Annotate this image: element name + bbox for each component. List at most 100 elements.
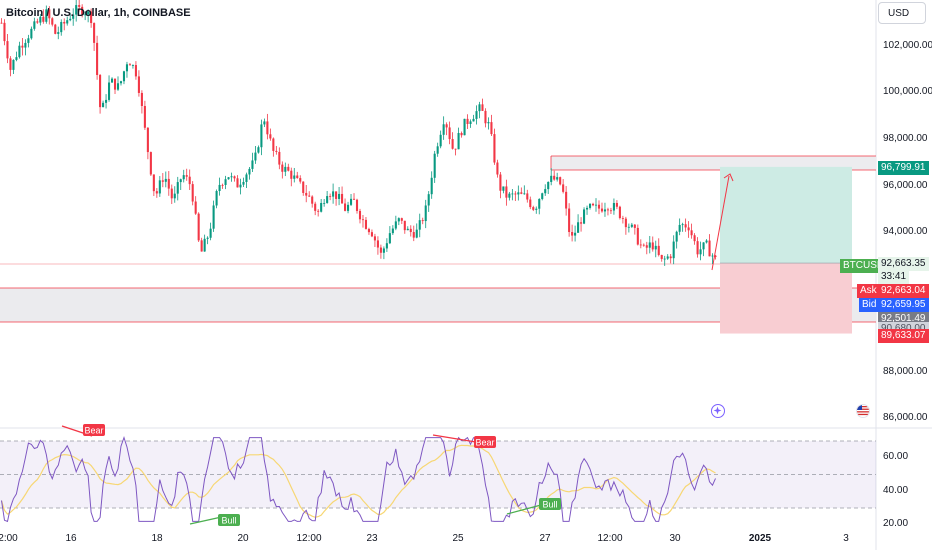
time-tick-label: 20: [237, 533, 249, 544]
price-tick-label: 88,000.00: [883, 366, 928, 377]
candle-body: [81, 6, 84, 15]
candle-body: [484, 110, 487, 124]
candle-body: [499, 174, 502, 191]
candle-body: [642, 244, 645, 246]
candle-body: [3, 22, 6, 42]
candle-body: [508, 193, 511, 198]
candle-body: [454, 148, 457, 150]
candle-body: [583, 209, 586, 224]
candle-body: [367, 228, 371, 233]
candle-body: [520, 192, 523, 194]
candle-body: [568, 208, 571, 233]
candle-body: [125, 64, 129, 72]
time-tick-label: 2025: [748, 533, 772, 544]
candle-body: [358, 210, 362, 220]
time-tick-label: 12:00: [296, 533, 322, 544]
candle-body: [317, 210, 320, 212]
candle-body: [18, 45, 21, 58]
candle-body: [532, 207, 535, 210]
divergence-label-box: [218, 514, 240, 526]
replay-marker-icon[interactable]: [711, 404, 725, 418]
candle-body: [60, 21, 63, 33]
candle-body: [24, 42, 27, 48]
candle-body: [535, 208, 538, 210]
candle-body: [78, 5, 81, 7]
candle-body: [612, 202, 615, 211]
candle-body: [708, 240, 711, 257]
candle-body: [639, 244, 642, 246]
divergence-line: [506, 504, 542, 515]
candle-body: [621, 218, 624, 219]
candle-body: [326, 196, 329, 203]
candle-body: [463, 118, 466, 136]
candle-body: [541, 193, 544, 200]
candle-body: [346, 204, 350, 211]
candle-body: [206, 237, 209, 239]
candle-body: [134, 65, 137, 77]
candle-body: [388, 233, 391, 244]
candle-body: [675, 231, 678, 242]
candle-body: [227, 177, 230, 180]
currency-button[interactable]: USD: [878, 2, 926, 24]
time-tick-label: 2:00: [0, 533, 18, 544]
candle-body: [176, 182, 179, 194]
candle-body: [588, 203, 592, 208]
candle-body: [565, 191, 568, 209]
candle-body: [633, 224, 636, 228]
candle-body: [305, 192, 308, 196]
time-tick-label: 18: [151, 533, 163, 544]
candle-body: [571, 232, 574, 236]
candle-body: [550, 175, 553, 182]
candle-body: [657, 245, 660, 255]
candle-body: [505, 186, 508, 198]
candle-body: [376, 240, 379, 248]
candle-body: [690, 230, 693, 236]
candle-body: [140, 92, 143, 106]
candle-body: [72, 14, 75, 19]
candle-body: [502, 186, 505, 191]
candle-body: [397, 218, 400, 222]
candle-body: [84, 14, 87, 16]
candle-body: [200, 240, 203, 252]
time-tick-label: 30: [669, 533, 681, 544]
candle-body: [705, 240, 708, 243]
candle-body: [574, 232, 577, 236]
candle-body: [361, 219, 365, 221]
candle-body: [149, 152, 152, 175]
divergence-label-box: [539, 498, 561, 510]
candle-body: [678, 224, 681, 232]
candle-body: [275, 150, 278, 152]
candle-body: [481, 104, 484, 111]
resistance-zone: [551, 156, 876, 170]
candle-body: [257, 147, 260, 153]
candle-body: [233, 176, 236, 179]
candle-body: [451, 139, 454, 149]
candle-body: [373, 236, 376, 241]
candle-body: [439, 134, 442, 147]
profit-zone: [720, 166, 852, 264]
us-flag-icon[interactable]: [856, 404, 870, 418]
candle-body: [75, 5, 78, 15]
price-tick-label: 98,000.00: [883, 133, 928, 144]
candle-body: [466, 118, 469, 124]
candle-body: [119, 81, 123, 84]
candle-body: [645, 245, 648, 248]
candle-body: [182, 175, 185, 180]
candle-body: [355, 199, 359, 211]
candle-body: [660, 254, 663, 259]
candle-body: [239, 184, 242, 188]
candle-body: [344, 203, 347, 211]
last-price-tag: 92,663.35: [878, 257, 929, 271]
candle-body: [648, 242, 651, 248]
candle-body: [663, 258, 666, 260]
countdown-tag: 33:41: [878, 270, 910, 284]
flag-stripes-icon: [857, 405, 869, 417]
candle-body: [609, 210, 612, 212]
candle-body: [577, 222, 580, 233]
candle-body: [364, 219, 368, 229]
candle-body: [299, 178, 302, 182]
candle-body: [711, 255, 714, 257]
candle-body: [415, 229, 418, 238]
ask-price-tag: 92,663.04: [878, 284, 929, 298]
